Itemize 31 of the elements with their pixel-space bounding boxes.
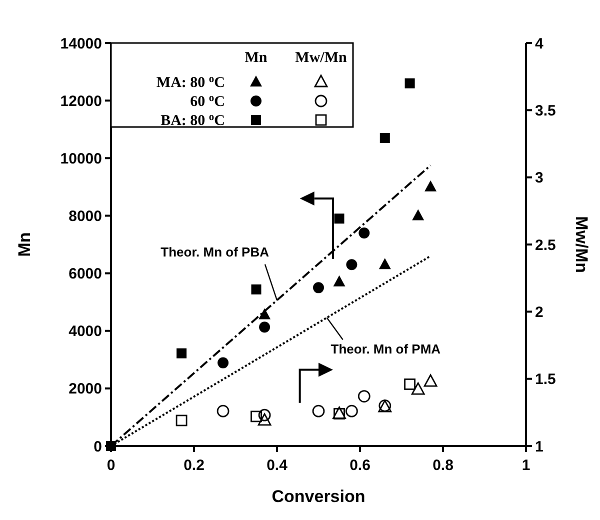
- y2-tick-label: 3: [535, 170, 544, 187]
- y2-tick-label: 2: [535, 304, 544, 321]
- y2-tick-label: 3.5: [535, 102, 556, 120]
- x-tick-label: 1: [522, 457, 530, 474]
- legend-label: 60 $^{o}$C: [190, 92, 225, 110]
- y-tick-label: 12000: [60, 92, 102, 110]
- x-axis-title: Conversion: [272, 487, 366, 506]
- y2-tick-label: 2.5: [535, 236, 556, 254]
- y-tick-label: 0: [94, 438, 102, 456]
- y2-tick-label: 1.5: [535, 371, 556, 388]
- x-tick-label: 0: [106, 457, 116, 474]
- y2-axis-title: Mw/Mn: [572, 216, 591, 273]
- annotation: Theor. Mn of PMA: [330, 342, 442, 357]
- x-tick-label: 0.2: [184, 457, 204, 474]
- x-tick-label: 0.8: [432, 457, 454, 474]
- y-tick-label: 8000: [68, 208, 102, 225]
- y-axis-title: Mn: [15, 232, 34, 257]
- y2-tick-label: 1: [535, 438, 544, 456]
- annotation: Mw/Mn: [295, 50, 348, 66]
- legend-label: MA: 80 $^{o}$C: [156, 74, 225, 91]
- y-tick-label: 2000: [68, 380, 102, 398]
- legend-title: Mn: [244, 50, 268, 66]
- y-tick-label: 14000: [60, 35, 102, 52]
- y-tick-label: 10000: [60, 150, 102, 168]
- x-tick-label: 0.6: [350, 457, 370, 474]
- annotation: Theor. Mn of PBA: [160, 244, 270, 260]
- y-tick-label: 6000: [68, 266, 102, 283]
- y2-tick-label: 4: [535, 35, 544, 52]
- legend-label: BA: 80 $^{o}$C: [160, 112, 225, 129]
- x-tick-label: 0.4: [266, 457, 288, 474]
- y-tick-label: 4000: [68, 323, 102, 340]
